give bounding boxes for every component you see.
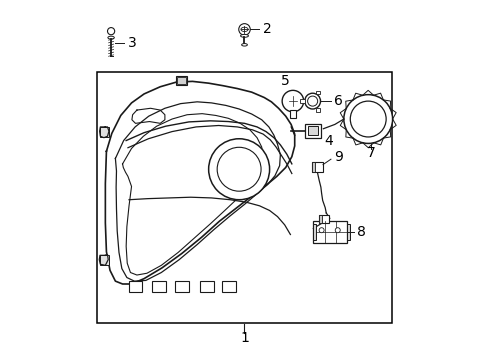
Text: 3: 3 xyxy=(128,36,137,50)
Circle shape xyxy=(307,96,317,106)
Bar xyxy=(307,126,317,135)
Text: 4: 4 xyxy=(324,134,332,148)
Bar xyxy=(315,108,319,112)
Bar xyxy=(319,215,322,223)
Circle shape xyxy=(238,24,250,35)
Text: 8: 8 xyxy=(357,225,366,239)
Bar xyxy=(305,124,321,138)
Text: 9: 9 xyxy=(334,150,343,165)
Bar xyxy=(313,221,346,243)
Circle shape xyxy=(349,101,386,137)
Circle shape xyxy=(107,28,115,35)
Bar xyxy=(311,162,314,172)
Circle shape xyxy=(343,95,392,143)
Bar xyxy=(311,162,323,172)
Circle shape xyxy=(304,93,320,109)
Bar xyxy=(315,91,319,94)
Circle shape xyxy=(319,228,324,233)
Ellipse shape xyxy=(240,35,248,37)
Circle shape xyxy=(217,147,261,191)
Bar xyxy=(200,281,214,292)
Bar xyxy=(176,76,187,85)
Circle shape xyxy=(335,228,340,233)
Bar xyxy=(312,224,316,240)
Ellipse shape xyxy=(241,27,247,32)
Ellipse shape xyxy=(108,36,114,39)
Bar xyxy=(177,77,185,84)
Bar xyxy=(152,281,165,292)
Bar xyxy=(175,281,188,292)
Bar xyxy=(100,127,109,137)
Circle shape xyxy=(282,90,303,112)
Bar xyxy=(100,255,108,265)
Text: 6: 6 xyxy=(333,94,342,108)
Bar xyxy=(222,281,235,292)
Bar xyxy=(300,99,304,103)
Circle shape xyxy=(208,139,269,200)
Text: 5: 5 xyxy=(280,75,289,89)
Text: 1: 1 xyxy=(240,331,248,345)
Bar xyxy=(289,111,295,118)
Text: 7: 7 xyxy=(366,147,375,161)
Bar xyxy=(319,215,329,223)
Bar xyxy=(97,72,391,323)
Ellipse shape xyxy=(241,44,247,46)
Bar xyxy=(128,281,142,292)
Text: 2: 2 xyxy=(263,22,271,36)
Bar xyxy=(346,224,349,240)
